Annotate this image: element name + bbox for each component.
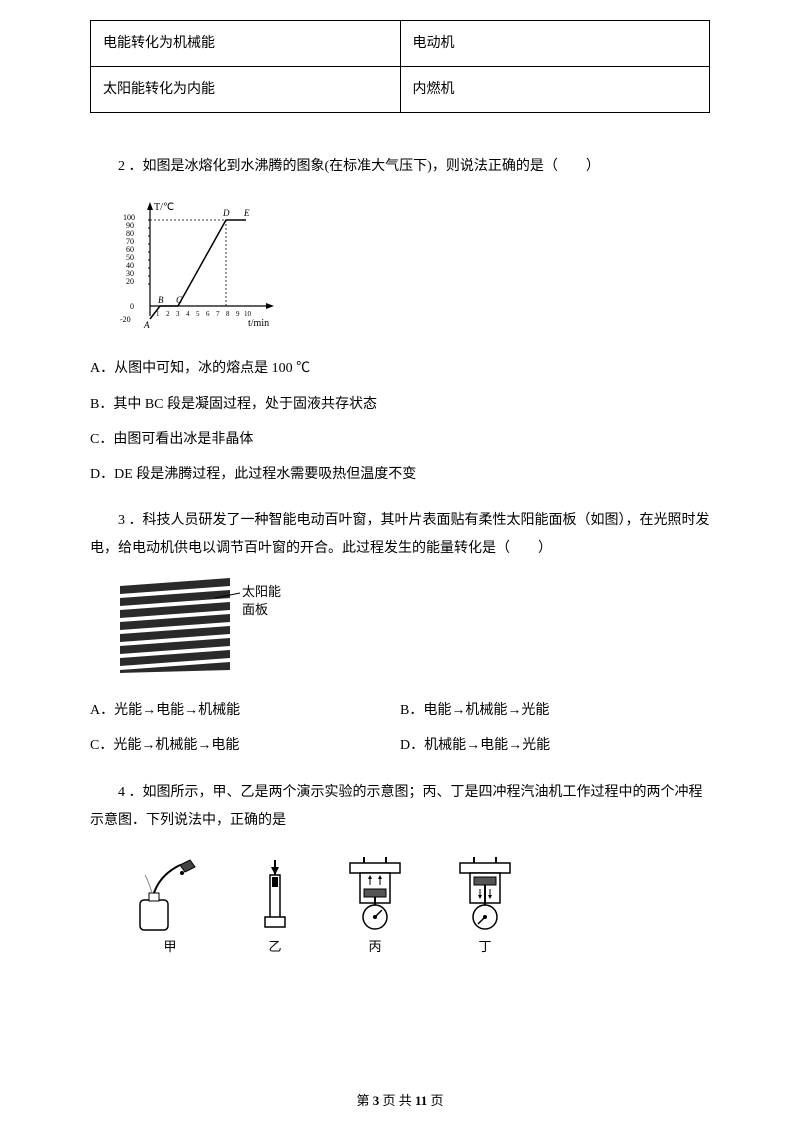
cell-right: 内燃机 (400, 67, 710, 113)
q3-options-row-1: A．光能→电能→机械能 B．电能→机械能→光能 (90, 698, 710, 723)
q3-body: 科技人员研发了一种智能电动百叶窗，其叶片表面贴有柔性太阳能面板（如图），在光照时… (90, 513, 710, 556)
fig-yi-label: 乙 (268, 935, 281, 958)
footer-mid: 页 共 (379, 1093, 415, 1108)
q2-option-d: D．DE 段是沸腾过程，此过程水需要吸热但温度不变 (90, 462, 710, 487)
q3-text: 3 ．科技人员研发了一种智能电动百叶窗，其叶片表面贴有柔性太阳能面板（如图），在… (90, 507, 710, 563)
q2-body: 如图是冰熔化到水沸腾的图象(在标准大气压下)，则说法正确的是（ ） (143, 159, 600, 174)
xtick: 7 (216, 310, 220, 318)
q2-option-c: C．由图可看出冰是非晶体 (90, 427, 710, 452)
fig-bing-svg (340, 855, 410, 935)
xtick: 4 (186, 310, 190, 318)
xtick: 3 (176, 310, 180, 318)
fig-label-b: 面板 (242, 602, 268, 617)
table-row: 电能转化为机械能 电动机 (91, 21, 710, 67)
fig-ding-svg (450, 855, 520, 935)
point-label: D (222, 208, 230, 218)
question-4: 4 ．如图所示，甲、乙是两个演示实验的示意图；丙、丁是四冲程汽油机工作过程中的两… (90, 779, 710, 958)
q3-number: 3 ． (118, 513, 143, 528)
footer-prefix: 第 (356, 1093, 372, 1108)
page-footer: 第 3 页 共 11 页 (0, 1089, 800, 1112)
temperature-chart-svg: 100 90 80 70 60 50 40 30 20 0 -20 T/℃ 1 … (120, 196, 280, 336)
xtick: 5 (196, 310, 200, 318)
fig-yi: 乙 (250, 855, 300, 958)
question-2: 2 ．如图是冰熔化到水沸腾的图象(在标准大气压下)，则说法正确的是（ ） 10 0… (90, 153, 710, 487)
q3-options-row-2: C．光能→机械能→电能 D．机械能→电能→光能 (90, 733, 710, 758)
fig-bing: 丙 (340, 855, 410, 958)
q3-figure: 太阳能 面板 (120, 578, 710, 678)
xtick: 2 (166, 310, 170, 318)
q4-body: 如图所示，甲、乙是两个演示实验的示意图；丙、丁是四冲程汽油机工作过程中的两个冲程… (90, 785, 703, 828)
ytick: 20 (126, 277, 134, 286)
q2-chart: 100 90 80 70 60 50 40 30 20 0 -20 T/℃ 1 … (120, 196, 710, 336)
xtick: 8 (226, 310, 230, 318)
point-label: E (243, 208, 250, 218)
footer-total: 11 (415, 1093, 427, 1108)
fig-label-a: 太阳能 (242, 584, 281, 599)
q2-option-b: B．其中 BC 段是凝固过程，处于固液共存状态 (90, 392, 710, 417)
q2-text: 2 ．如图是冰熔化到水沸腾的图象(在标准大气压下)，则说法正确的是（ ） (90, 153, 710, 181)
point-label: B (158, 295, 164, 305)
xtick: 6 (206, 310, 210, 318)
ytick: 0 (130, 302, 134, 311)
fig-bing-label: 丙 (368, 935, 381, 958)
cell-left: 电能转化为机械能 (91, 21, 401, 67)
fig-yi-svg (250, 855, 300, 935)
q4-figures: 甲 乙 (130, 855, 710, 958)
fig-jia-svg (130, 855, 210, 935)
point-label: A (143, 320, 150, 330)
q3-option-d: D．机械能→电能→光能 (400, 733, 710, 758)
fig-ding: 丁 (450, 855, 520, 958)
question-3: 3 ．科技人员研发了一种智能电动百叶窗，其叶片表面贴有柔性太阳能面板（如图），在… (90, 507, 710, 758)
q2-option-a: A．从图中可知，冰的熔点是 100 ℃ (90, 356, 710, 381)
q4-number: 4 ． (118, 785, 143, 800)
cell-left: 太阳能转化为内能 (91, 67, 401, 113)
blinds-svg: 太阳能 面板 (120, 578, 290, 678)
cell-right: 电动机 (400, 21, 710, 67)
y-axis-label: T/℃ (154, 202, 174, 213)
energy-table: 电能转化为机械能 电动机 太阳能转化为内能 内燃机 (90, 20, 710, 113)
x-axis-label: t/min (248, 318, 269, 329)
q4-text: 4 ．如图所示，甲、乙是两个演示实验的示意图；丙、丁是四冲程汽油机工作过程中的两… (90, 779, 710, 835)
q3-option-b: B．电能→机械能→光能 (400, 698, 710, 723)
q3-option-c: C．光能→机械能→电能 (90, 733, 400, 758)
fig-jia-label: 甲 (163, 935, 176, 958)
ytick: -20 (120, 315, 131, 324)
fig-ding-label: 丁 (478, 935, 491, 958)
point-label: C (176, 295, 183, 305)
q3-option-a: A．光能→电能→机械能 (90, 698, 400, 723)
fig-jia: 甲 (130, 855, 210, 958)
q2-number: 2 ． (118, 159, 143, 174)
footer-suffix: 页 (427, 1093, 443, 1108)
xtick: 10 (244, 310, 252, 318)
table-row: 太阳能转化为内能 内燃机 (91, 67, 710, 113)
xtick: 9 (236, 310, 240, 318)
